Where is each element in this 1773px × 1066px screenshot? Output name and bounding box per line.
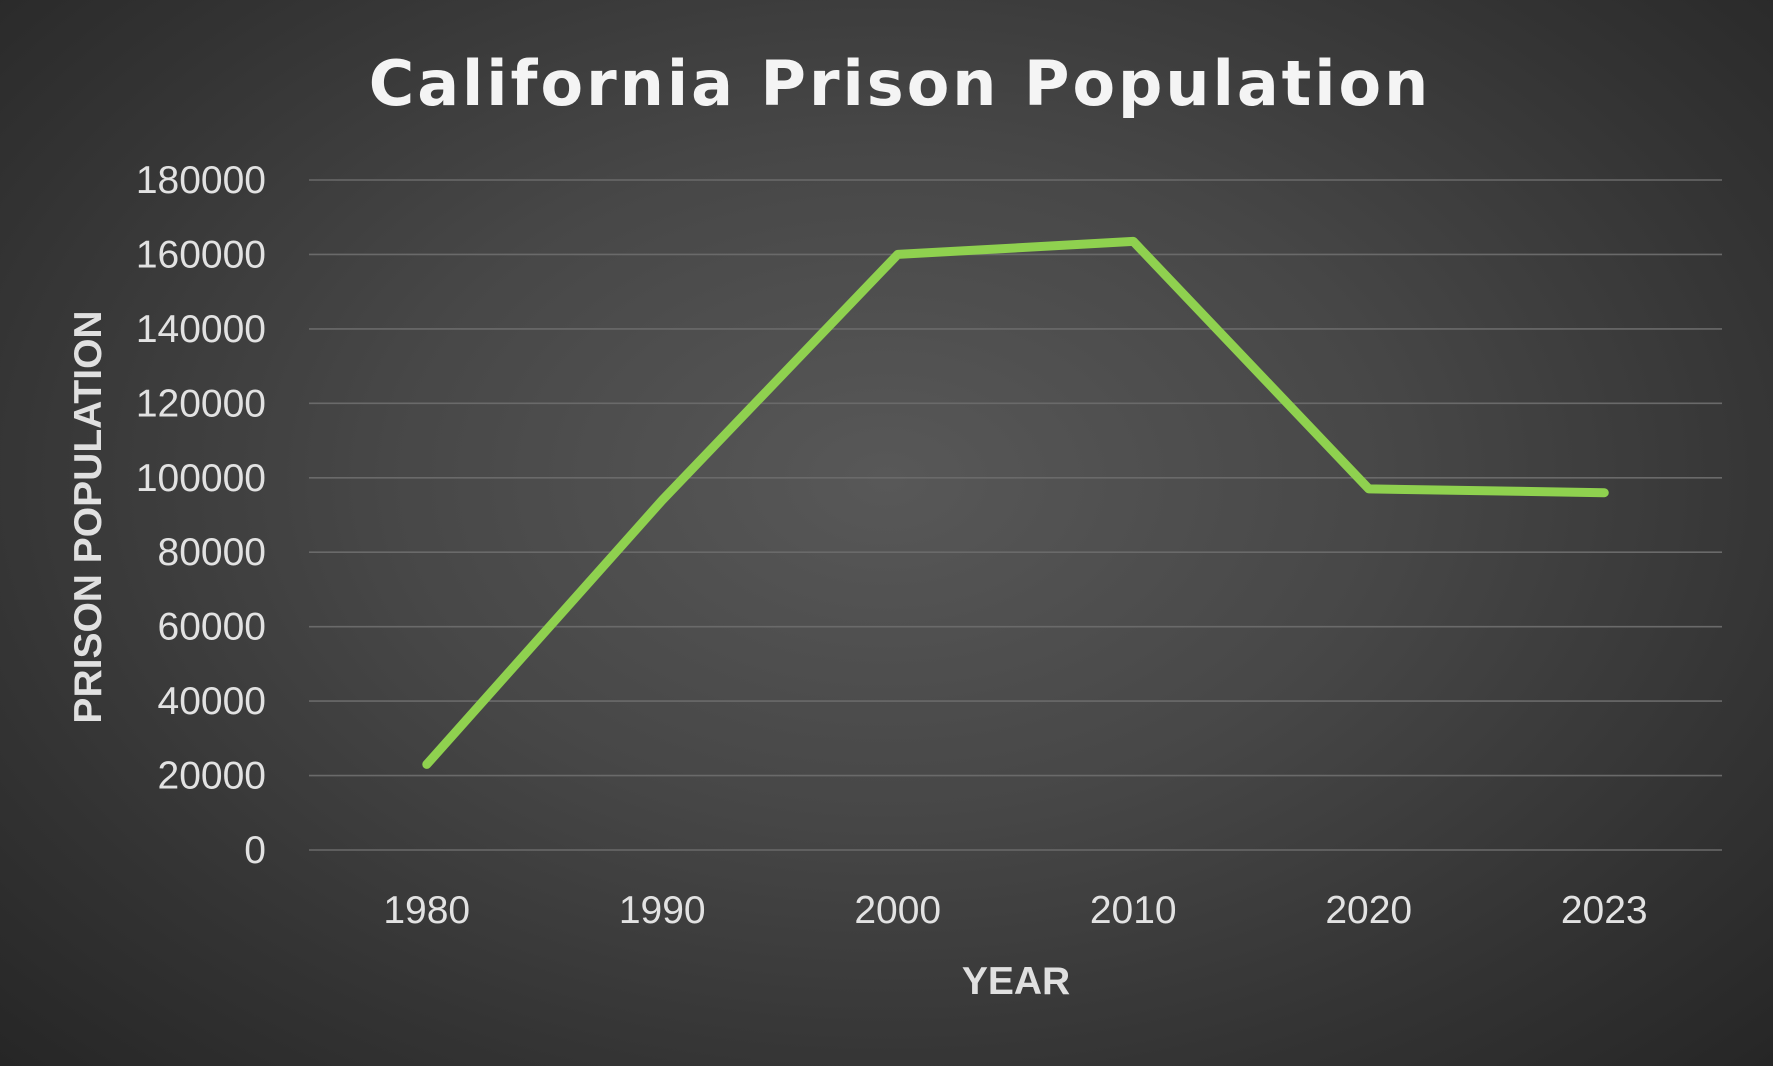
x-tick-label: 2010: [1090, 889, 1177, 932]
x-tick-label: 2000: [854, 889, 941, 932]
y-tick-label: 80000: [158, 531, 266, 574]
y-tick-label: 40000: [158, 680, 266, 723]
y-tick-label: 0: [244, 829, 266, 872]
chart-title: California Prison Population: [369, 47, 1432, 120]
y-axis-title: PRISON POPULATION: [67, 310, 110, 723]
y-tick-label: 20000: [158, 755, 266, 798]
y-tick-label: 180000: [136, 159, 266, 202]
x-tick-label: 2020: [1325, 889, 1412, 932]
y-tick-label: 60000: [158, 606, 266, 649]
series-lines: [422, 236, 1609, 769]
series-line-0: [422, 236, 1609, 769]
x-tick-label: 1990: [619, 889, 706, 932]
y-tick-label: 100000: [136, 457, 266, 500]
x-axis-tick-labels: 1980 1990 2000 2010 2020 2023: [383, 889, 1647, 932]
y-axis-tick-labels: 0 20000 40000 60000 80000 100000 120000 140000 1…: [136, 159, 266, 872]
y-tick-label: 160000: [136, 233, 266, 276]
y-tick-label: 120000: [136, 382, 266, 425]
gridlines: [309, 179, 1722, 851]
x-tick-label: 2023: [1561, 889, 1648, 932]
x-tick-label: 1980: [383, 889, 470, 932]
x-axis-title: YEAR: [962, 960, 1070, 1003]
y-tick-label: 140000: [136, 308, 266, 351]
